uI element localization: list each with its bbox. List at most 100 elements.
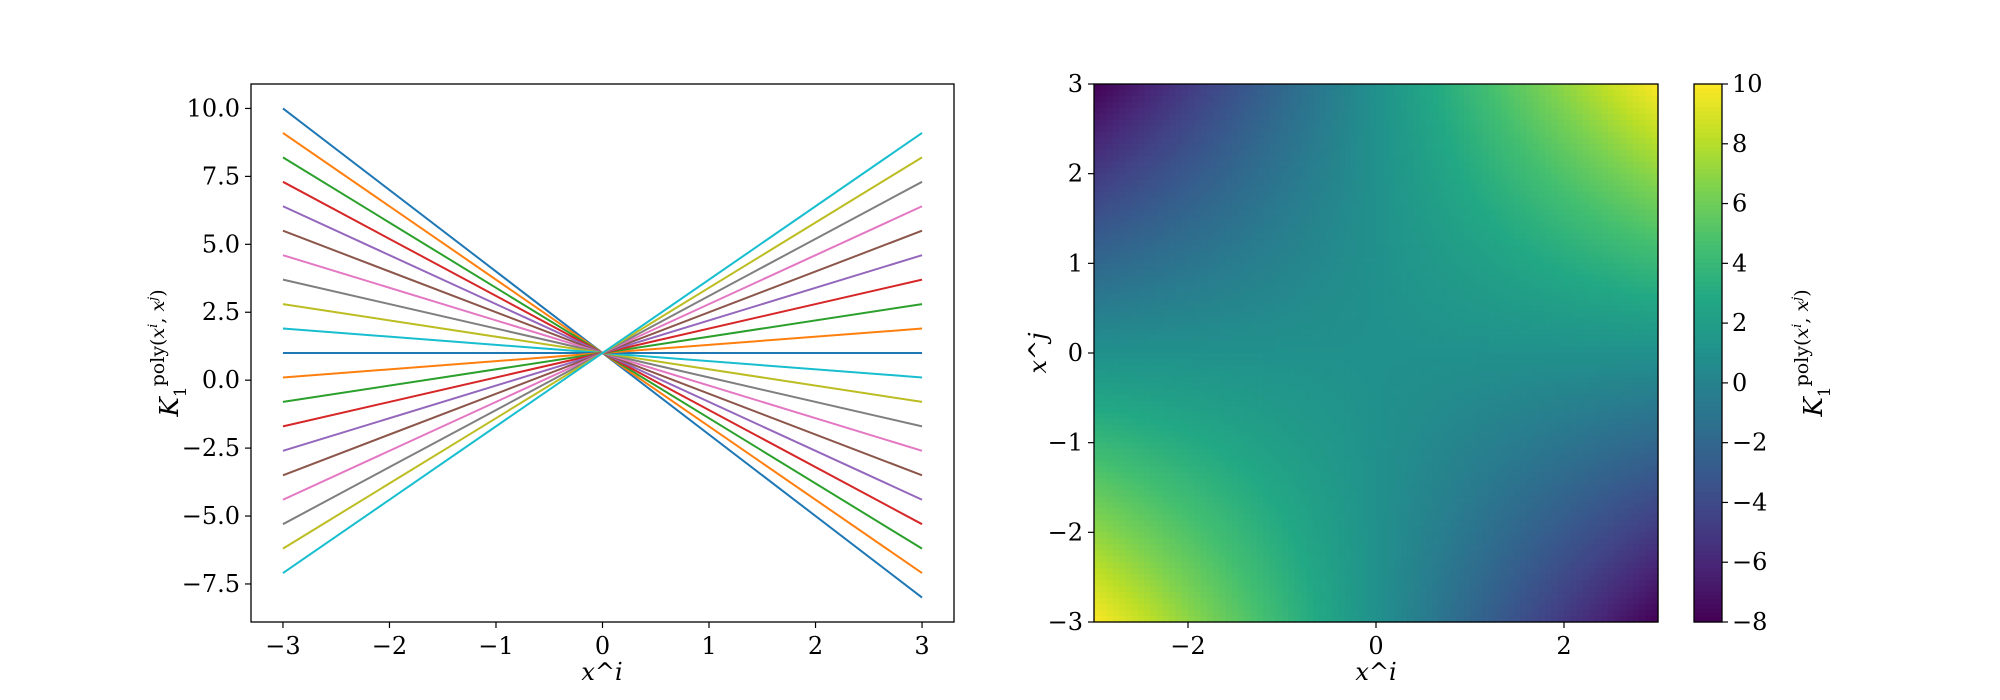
heatmap-cell <box>1213 275 1220 282</box>
heatmap-cell <box>1219 502 1227 510</box>
heatmap-cell <box>1131 394 1139 402</box>
heatmap-cell <box>1319 616 1327 623</box>
heatmap-cell <box>1181 616 1189 623</box>
heatmap-cell <box>1100 598 1108 605</box>
heatmap-cell <box>1125 341 1133 348</box>
heatmap-cell <box>1307 364 1314 372</box>
heatmap-cell <box>1300 203 1308 211</box>
heatmap-cell <box>1144 574 1151 581</box>
heatmap-cell <box>1432 323 1440 330</box>
heatmap-cell <box>1394 508 1402 515</box>
heatmap-cell <box>1357 430 1365 438</box>
heatmap-cell <box>1206 287 1214 294</box>
heatmap-cell <box>1250 311 1258 318</box>
heatmap-cell <box>1150 143 1158 151</box>
heatmap-cell <box>1112 107 1120 115</box>
heatmap-cell <box>1269 406 1277 414</box>
heatmap-cell <box>1300 604 1308 611</box>
heatmap-cell <box>1244 269 1252 276</box>
heatmap-cell <box>1269 400 1277 408</box>
heatmap-cell <box>1213 161 1220 169</box>
heatmap-cell <box>1300 95 1308 103</box>
heatmap-cell <box>1244 251 1252 258</box>
heatmap-cell <box>1100 203 1108 211</box>
heatmap-cell <box>1238 341 1245 348</box>
heatmap-cell <box>1244 478 1252 486</box>
heatmap-cell <box>1238 496 1245 504</box>
heatmap-cell <box>1156 137 1164 145</box>
heatmap-cell <box>1162 610 1170 617</box>
heatmap-cell <box>1131 586 1139 593</box>
heatmap-cell <box>1162 382 1170 390</box>
heatmap-cell <box>1231 197 1239 205</box>
heatmap-cell <box>1213 592 1220 599</box>
heatmap-cell <box>1206 101 1214 109</box>
heatmap-cell <box>1181 580 1189 587</box>
heatmap-cell <box>1344 454 1352 462</box>
heatmap-cell <box>1244 167 1252 175</box>
heatmap-cell <box>1376 179 1383 187</box>
heatmap-cell <box>1188 335 1195 342</box>
heatmap-cell <box>1319 179 1327 187</box>
heatmap-cell <box>1225 604 1233 611</box>
heatmap-cell <box>1325 544 1333 551</box>
heatmap-cell <box>1213 89 1220 97</box>
heatmap-cell <box>1200 430 1208 438</box>
heatmap-cell <box>1319 329 1327 336</box>
heatmap-cell <box>1181 442 1189 450</box>
heatmap-cell <box>1250 119 1258 127</box>
heatmap-cell <box>1307 556 1314 563</box>
heatmap-cell <box>1200 329 1208 336</box>
heatmap-cell <box>1181 586 1189 593</box>
heatmap-cell <box>1432 520 1440 527</box>
heatmap-cell <box>1350 185 1358 193</box>
heatmap-cell <box>1194 526 1202 533</box>
heatmap-cell <box>1231 388 1239 396</box>
heatmap-cell <box>1194 131 1202 139</box>
heatmap-cell <box>1363 227 1371 235</box>
heatmap-cell <box>1194 161 1202 169</box>
heatmap-cell <box>1300 502 1308 510</box>
heatmap-cell <box>1338 370 1346 378</box>
heatmap-cell <box>1206 442 1214 450</box>
heatmap-cell <box>1300 394 1308 402</box>
heatmap-cell <box>1250 203 1258 211</box>
heatmap-cell <box>1426 245 1433 252</box>
heatmap-cell <box>1319 341 1327 348</box>
heatmap-cell <box>1156 448 1164 456</box>
heatmap-cell <box>1137 496 1145 504</box>
heatmap-cell <box>1125 323 1133 330</box>
heatmap-cell <box>1369 173 1377 181</box>
heatmap-cell <box>1200 215 1208 223</box>
heatmap-cell <box>1112 532 1120 539</box>
heatmap-cell <box>1194 514 1202 521</box>
heatmap-cell <box>1144 526 1151 533</box>
heatmap-cell <box>1344 305 1352 312</box>
heatmap-cell <box>1250 263 1258 270</box>
heatmap-cell <box>1432 460 1440 468</box>
heatmap-cell <box>1413 299 1421 306</box>
heatmap-cell <box>1244 293 1252 300</box>
heatmap-cell <box>1344 101 1352 109</box>
heatmap-cell <box>1369 376 1377 384</box>
heatmap-cell <box>1350 179 1358 187</box>
heatmap-cell <box>1426 502 1433 510</box>
heatmap-cell <box>1388 239 1396 246</box>
heatmap-cell <box>1288 430 1296 438</box>
heatmap-cell <box>1200 394 1208 402</box>
heatmap-cell <box>1244 347 1252 354</box>
heatmap-cell <box>1213 107 1220 115</box>
heatmap-cell <box>1169 406 1177 414</box>
heatmap-cell <box>1225 197 1233 205</box>
heatmap-cell <box>1137 598 1145 605</box>
heatmap-cell <box>1401 478 1408 486</box>
heatmap-cell <box>1269 89 1277 97</box>
heatmap-cell <box>1106 568 1114 575</box>
heatmap-cell <box>1432 119 1440 127</box>
heatmap-cell <box>1432 436 1440 444</box>
heatmap-cell <box>1376 347 1383 354</box>
heatmap-cell <box>1256 89 1264 97</box>
heatmap-cell <box>1137 89 1145 97</box>
heatmap-cell <box>1206 514 1214 521</box>
heatmap-cell <box>1162 526 1170 533</box>
